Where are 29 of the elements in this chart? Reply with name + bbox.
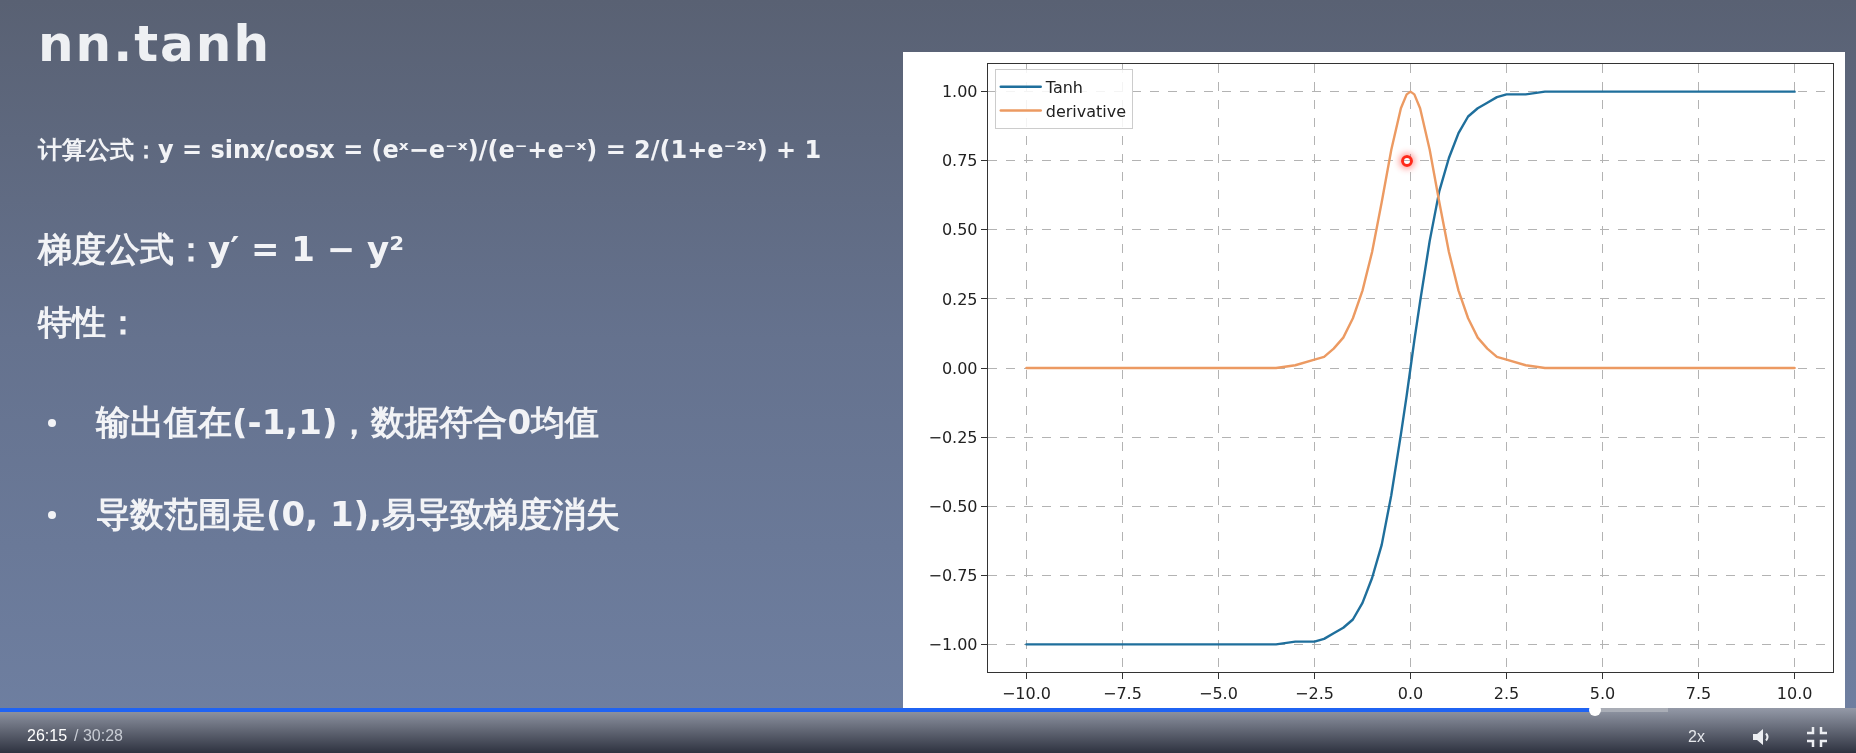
y-tick-label: 0.75 xyxy=(941,151,978,171)
x-tick-label: 0.0 xyxy=(1397,683,1424,703)
legend-label: derivative xyxy=(1045,101,1127,121)
y-tick-label: −0.50 xyxy=(928,496,978,516)
x-tick-label: −5.0 xyxy=(1199,683,1238,703)
y-tick-label: 1.00 xyxy=(941,82,978,102)
x-tick-label: 2.5 xyxy=(1493,683,1520,703)
text: 导数范围是(0, 1),易导致梯度消失 xyxy=(96,493,621,536)
x-tick-label: −10.0 xyxy=(1001,683,1051,703)
y-tick-label: 0.50 xyxy=(941,220,978,240)
y-tick-label: 0.25 xyxy=(941,289,978,309)
y-tick-label: −1.00 xyxy=(928,634,978,654)
x-tick-label: 5.0 xyxy=(1589,683,1616,703)
legend-label: Tanh xyxy=(1044,78,1083,97)
text: 特性： xyxy=(38,301,140,344)
text: 梯度公式：y′ = 1 − y² xyxy=(38,228,405,271)
y-tick-label: −0.75 xyxy=(928,565,978,585)
x-tick-label: −7.5 xyxy=(1103,683,1142,703)
text: 输出值在(-1,1)，数据符合0均值 xyxy=(96,401,600,444)
text: nn.tanh xyxy=(38,14,272,75)
text: 26:15 xyxy=(27,726,68,746)
x-tick-label: 10.0 xyxy=(1776,683,1813,703)
y-tick-label: −0.25 xyxy=(928,427,978,447)
text: / 30:28 xyxy=(74,726,123,746)
text: 计算公式：y = sinx/cosx = (eˣ−e⁻ˣ)/(e⁻+e⁻ˣ) = 2/(1+e⁻²ˣ) + 1 xyxy=(38,135,822,166)
y-tick-label: 0.00 xyxy=(941,358,978,378)
x-tick-label: −2.5 xyxy=(1295,683,1334,703)
x-tick-label: 7.5 xyxy=(1685,683,1712,703)
text: 2x xyxy=(1688,727,1705,747)
